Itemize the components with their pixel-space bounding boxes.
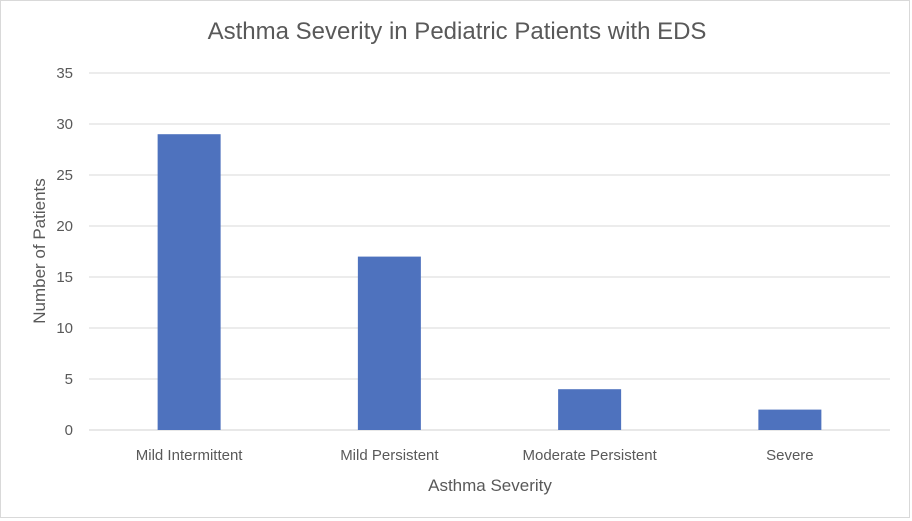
bar-moderate-persistent: [558, 389, 622, 430]
y-tick-label: 5: [65, 371, 73, 388]
bars: [157, 134, 822, 430]
y-tick-label: 30: [56, 116, 73, 133]
x-tick-label: Mild Persistent: [340, 447, 439, 464]
y-tick-label: 10: [56, 320, 73, 337]
y-tick-label: 15: [56, 269, 73, 286]
bar-severe: [758, 409, 822, 430]
x-tick-label: Moderate Persistent: [523, 447, 658, 464]
x-axis-ticks: Mild Intermittent Mild Persistent Moderate…: [136, 447, 814, 464]
y-axis-ticks: 0 5 10 15 20 25 30 35: [56, 65, 73, 439]
gridlines: [89, 72, 890, 431]
x-tick-label: Mild Intermittent: [136, 447, 244, 464]
bar-mild-intermittent: [157, 134, 221, 430]
y-tick-label: 20: [56, 218, 73, 235]
y-axis-label: Number of Patients: [30, 178, 49, 324]
y-tick-label: 25: [56, 167, 73, 184]
bar-mild-persistent: [357, 256, 421, 430]
y-tick-label: 0: [65, 422, 73, 439]
y-tick-label: 35: [56, 65, 73, 82]
x-axis-label: Asthma Severity: [428, 476, 552, 495]
x-tick-label: Severe: [766, 447, 814, 464]
chart-title: Asthma Severity in Pediatric Patients wi…: [208, 18, 707, 45]
